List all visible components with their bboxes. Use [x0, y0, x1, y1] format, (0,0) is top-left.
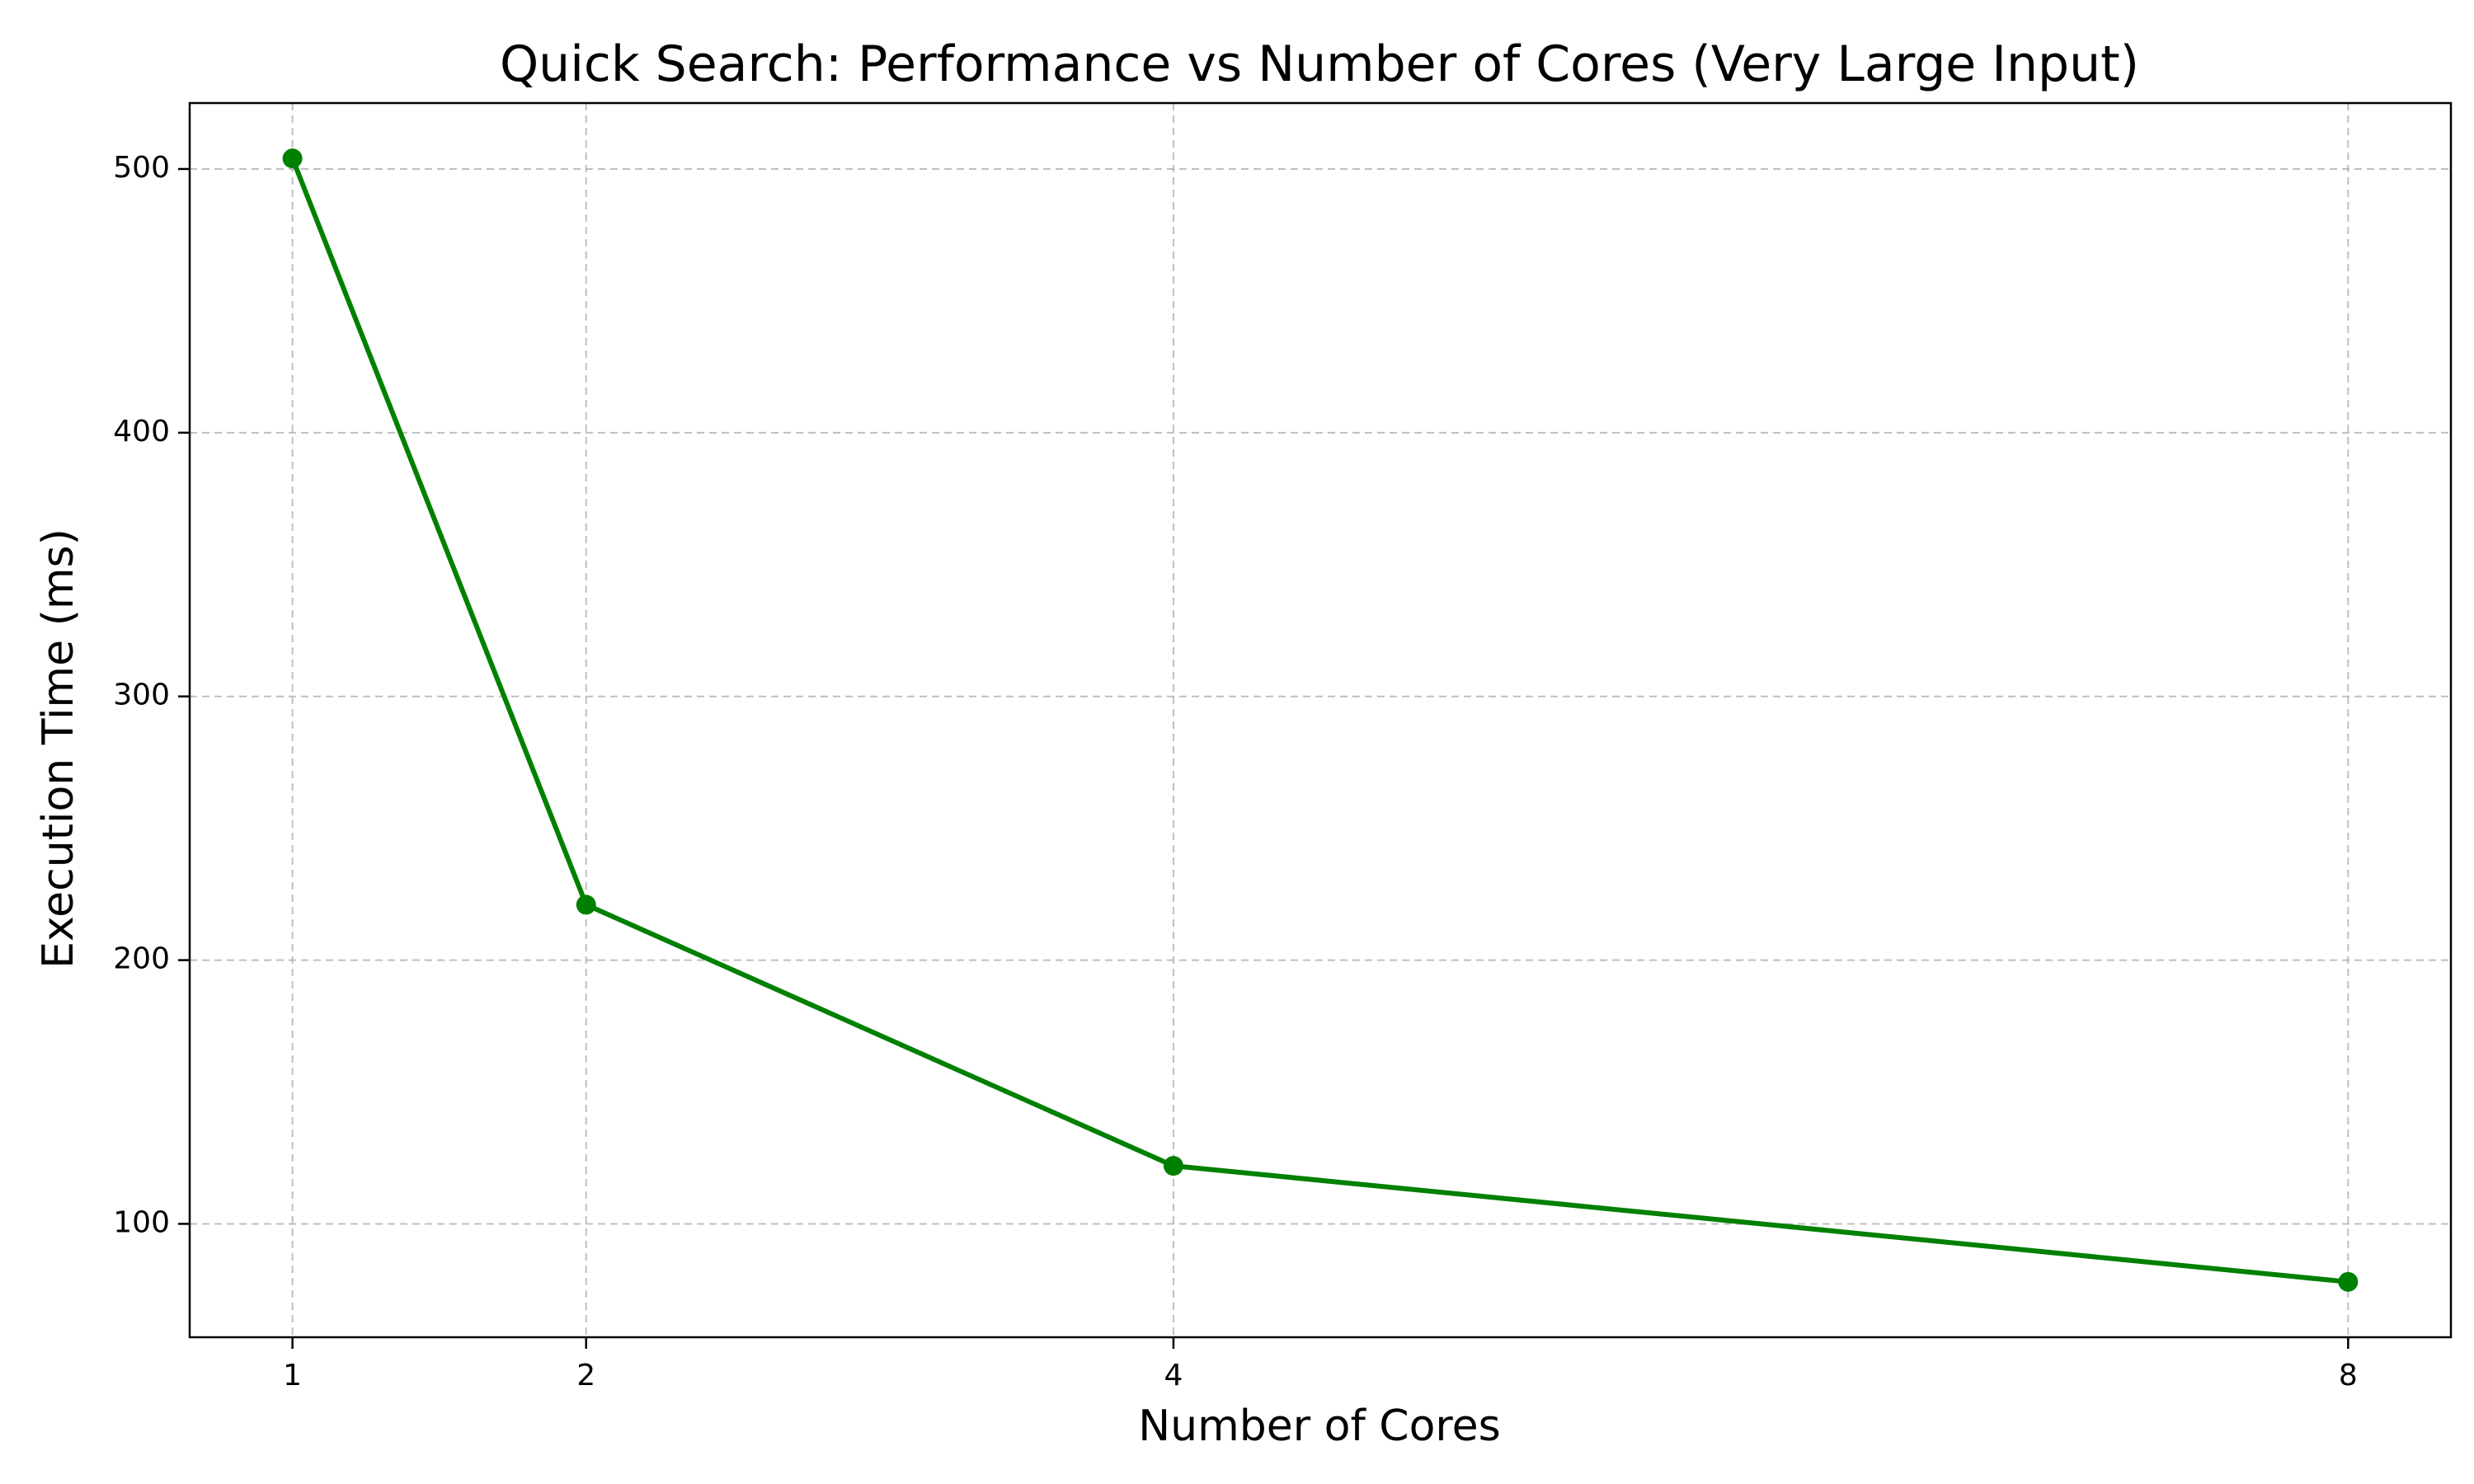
y-tick-label: 100 — [113, 1205, 170, 1239]
x-tick-label: 8 — [2339, 1359, 2358, 1392]
series-group — [289, 156, 2351, 1284]
x-tick-label: 2 — [576, 1359, 595, 1392]
y-axis-label: Execution Time (ms) — [34, 528, 83, 969]
y-tick-label: 300 — [113, 679, 170, 712]
y-tick-label: 500 — [113, 151, 170, 185]
series-line — [289, 156, 2351, 1284]
data-point-marker — [576, 895, 596, 915]
data-point-marker — [1163, 1156, 1183, 1176]
x-axis-ticks: 1 2 4 8 — [283, 1337, 2358, 1392]
y-tick-label: 400 — [113, 415, 170, 448]
data-point-marker — [282, 148, 303, 169]
chart-title: Quick Search: Performance vs Number of C… — [500, 35, 2139, 93]
x-tick-label: 4 — [1164, 1359, 1183, 1392]
y-tick-label: 200 — [113, 942, 170, 976]
marker-group — [282, 148, 2359, 1292]
y-axis-ticks: 100 200 300 400 500 — [113, 151, 190, 1239]
grid — [190, 103, 2451, 1337]
data-point-marker — [2338, 1271, 2359, 1292]
x-axis-label: Number of Cores — [1138, 1402, 1501, 1451]
x-tick-label: 1 — [283, 1359, 302, 1392]
plot-area-frame — [188, 101, 2453, 1339]
